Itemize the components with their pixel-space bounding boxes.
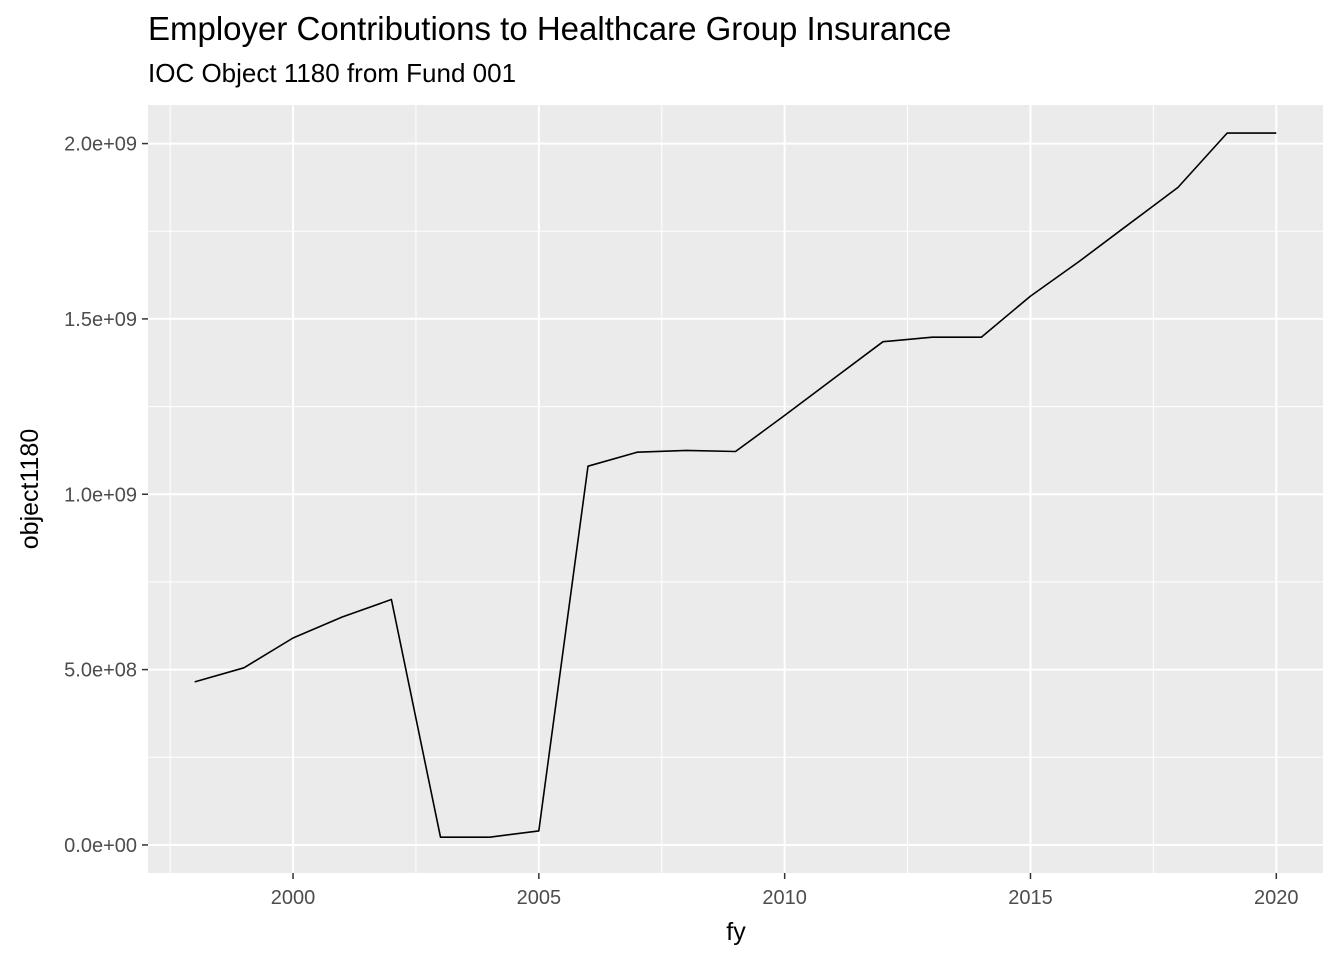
- x-tick-label: 2015: [1008, 887, 1053, 909]
- minor-grid: [148, 105, 1323, 873]
- plot-panel: [148, 105, 1323, 873]
- y-tick-label: 1.0e+09: [64, 484, 137, 506]
- x-axis-title: fy: [726, 918, 746, 946]
- x-tick-label: 2000: [271, 887, 316, 909]
- major-grid: [148, 105, 1323, 873]
- y-tick-label: 0.0e+00: [64, 835, 137, 857]
- chart-title: Employer Contributions to Healthcare Gro…: [148, 10, 952, 47]
- x-tick-label: 2020: [1254, 887, 1299, 909]
- x-tick-label: 2010: [762, 887, 807, 909]
- series-layer: [194, 132, 1277, 839]
- y-axis-title: object1180: [16, 429, 44, 549]
- y-tick-label: 5.0e+08: [64, 660, 137, 682]
- y-tick-label: 1.5e+09: [64, 309, 137, 331]
- x-axis: 2000 2005 2010 2015 2020: [271, 873, 1299, 909]
- chart-subtitle: IOC Object 1180 from Fund 001: [148, 58, 517, 88]
- series-line: [194, 132, 1277, 839]
- y-tick-label: 2.0e+09: [64, 134, 137, 156]
- x-tick-label: 2005: [517, 887, 562, 909]
- y-axis: 0.0e+00 5.0e+08 1.0e+09 1.5e+09 2.0e+09: [64, 134, 148, 857]
